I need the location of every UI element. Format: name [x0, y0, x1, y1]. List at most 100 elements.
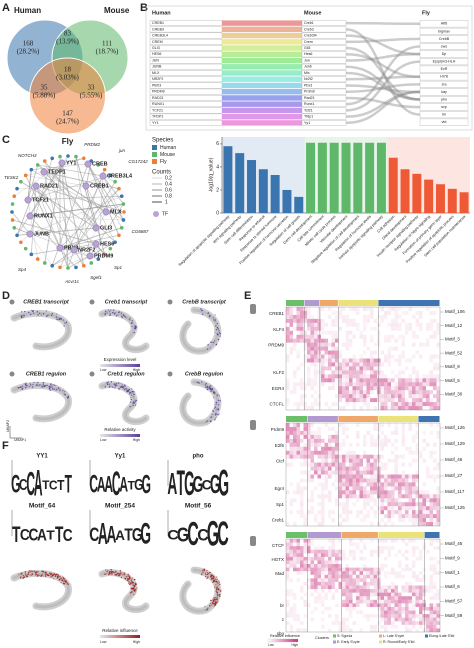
- heatmap-cell: [384, 310, 388, 315]
- heatmap-cell: [324, 564, 328, 568]
- heatmap-cell: [286, 307, 290, 311]
- heatmap-cell: [352, 354, 356, 359]
- umap-expressing-cell: [107, 573, 110, 576]
- logo-letter: A: [167, 468, 177, 502]
- heatmap-cell: [296, 438, 300, 443]
- heatmap-cell: [293, 326, 297, 331]
- heatmap-cell: [286, 386, 290, 391]
- y-tick-label: 4: [216, 164, 219, 170]
- heatmap-cell: [356, 362, 360, 367]
- umap-expressing-cell: [215, 401, 217, 404]
- network-edge: [29, 215, 77, 268]
- heatmap-cell: [324, 350, 328, 355]
- heatmap-cell: [433, 406, 437, 410]
- heatmap-cell: [398, 518, 402, 523]
- heatmap-cell: [377, 596, 381, 600]
- legend-label: TF: [162, 211, 168, 217]
- heatmap-cell: [377, 494, 381, 499]
- heatmap-cell: [394, 553, 398, 557]
- heatmap-cell: [384, 374, 388, 379]
- heatmap-cell: [387, 334, 391, 339]
- umap-expressing-cell: [38, 312, 41, 315]
- sankey-fly-label: Atf6: [441, 22, 447, 26]
- heatmap-cell: [352, 374, 356, 379]
- heatmap-cell: [345, 402, 349, 407]
- legend-label: Mouse: [160, 152, 175, 158]
- heatmap-cell: [300, 402, 304, 407]
- heatmap-cell: [335, 498, 339, 503]
- axis-arrows: [9, 426, 22, 439]
- heatmap-cell: [384, 617, 388, 622]
- heatmap-cell: [426, 338, 430, 343]
- umap-expressing-cell: [53, 573, 56, 575]
- heatmap-cell: [289, 628, 293, 632]
- umap-expressing-cell: [213, 340, 216, 342]
- heatmap-cell: [289, 426, 293, 431]
- heatmap-cell: [289, 350, 293, 355]
- heatmap-cell: [356, 574, 360, 579]
- sankey-fly-label: kay: [441, 90, 447, 94]
- heatmap-cell: [401, 470, 405, 475]
- heatmap-cell: [373, 482, 377, 487]
- heatmap-cell: [429, 450, 433, 455]
- heatmap-cell: [342, 621, 346, 625]
- umap-expressing-cell: [212, 396, 215, 399]
- cluster-bar: [341, 532, 378, 538]
- heatmap-cell: [300, 362, 304, 367]
- heatmap-cell: [289, 318, 293, 323]
- heatmap-cell: [422, 398, 426, 403]
- heatmap-cell: [286, 330, 290, 335]
- heatmap-cell: [303, 560, 307, 565]
- heatmap-cell: [405, 585, 409, 590]
- sankey-band: [222, 57, 302, 64]
- heatmap-cell: [429, 454, 433, 459]
- heatmap-cell: [286, 426, 290, 431]
- heatmap-cell: [419, 378, 423, 383]
- heatmap-cell: [387, 510, 391, 515]
- umap-expressing-cell: [54, 574, 57, 576]
- heatmap-cell: [426, 606, 430, 611]
- heatmap-cell: [331, 546, 335, 550]
- heatmap-cell: [286, 578, 290, 582]
- venn-count: 83: [64, 30, 72, 38]
- motif-label: Motif_106: [445, 309, 465, 314]
- heatmap-cell: [286, 567, 290, 572]
- heatmap-cell: [370, 386, 374, 391]
- umap-expressing-cell: [218, 331, 221, 334]
- heatmap-cell: [293, 423, 297, 427]
- network-gene-label: Sgef1: [90, 275, 102, 280]
- heatmap-cell: [345, 494, 349, 499]
- heatmap-cell: [387, 350, 391, 355]
- heatmap-cell: [335, 350, 339, 355]
- heatmap-cell: [307, 542, 311, 547]
- umap-expressing-cell: [134, 588, 136, 590]
- heatmap-cell: [419, 342, 423, 347]
- heatmap-cell: [356, 374, 360, 379]
- heatmap-cell: [345, 426, 349, 431]
- umap-expressing-cell: [29, 574, 31, 576]
- heatmap-cell: [401, 338, 405, 343]
- heatmap-cell: [377, 486, 381, 491]
- heatmap-cell: [394, 423, 398, 427]
- heatmap-cell: [405, 567, 409, 572]
- umap-expressing-cell: [121, 572, 123, 574]
- heatmap-cell: [422, 342, 426, 347]
- heatmap-cell: [321, 560, 325, 565]
- heatmap-cell: [321, 522, 325, 526]
- heatmap-cell: [349, 442, 353, 447]
- heatmap-cell: [433, 617, 437, 622]
- heatmap-cell: [342, 549, 346, 554]
- heatmap-cell: [412, 434, 416, 439]
- heatmap-cell: [363, 322, 367, 327]
- heatmap-cell: [300, 338, 304, 343]
- legend-swatch: [333, 640, 336, 644]
- umap-expressing-cell: [212, 598, 214, 600]
- heatmap-cell: [349, 592, 353, 597]
- heatmap-cell: [349, 330, 353, 335]
- heatmap-cell: [422, 592, 426, 597]
- heatmap-cell: [363, 342, 367, 347]
- heatmap-cell: [387, 358, 391, 363]
- umap-expressing-cell: [110, 309, 112, 312]
- heatmap-cell: [387, 518, 391, 523]
- heatmap-cell: [412, 603, 416, 607]
